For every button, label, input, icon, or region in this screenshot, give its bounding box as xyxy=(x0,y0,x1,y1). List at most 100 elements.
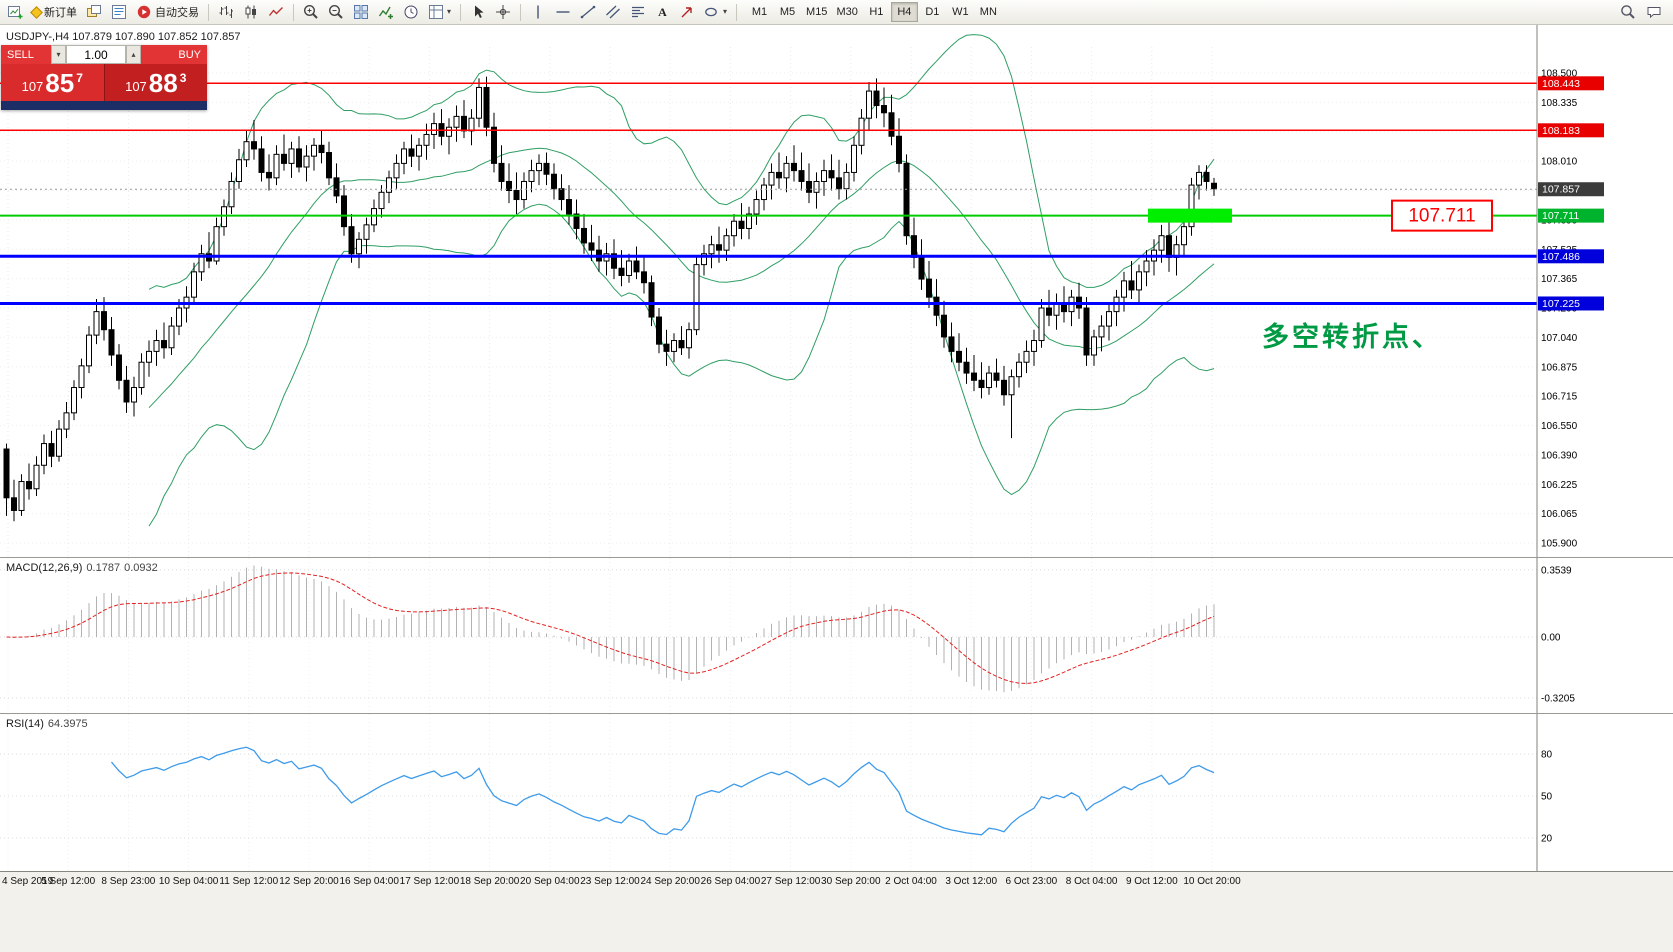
date-label: 3 Oct 12:00 xyxy=(945,876,998,887)
svg-text:106.550: 106.550 xyxy=(1541,421,1578,432)
date-label: 12 Sep 20:00 xyxy=(279,876,339,887)
svg-text:105.900: 105.900 xyxy=(1541,539,1578,550)
indicators-icon xyxy=(378,6,393,19)
svg-text:0.3539: 0.3539 xyxy=(1541,565,1572,576)
horizontal-line-tool-button[interactable] xyxy=(551,2,575,23)
templates-button[interactable]: ▾ xyxy=(424,2,455,23)
shapes-tool-button[interactable]: ▾ xyxy=(700,2,731,23)
crosshair-button[interactable] xyxy=(491,2,515,23)
text-tool-button[interactable]: A xyxy=(651,2,674,23)
trendline-tool-button[interactable] xyxy=(576,2,600,23)
autotrading-button[interactable]: 自动交易 xyxy=(132,2,203,23)
timeframe-button-m15[interactable]: M15 xyxy=(802,2,831,22)
toolbar-separator xyxy=(293,3,294,21)
svg-text:108.500: 108.500 xyxy=(1541,69,1578,80)
buy-button[interactable]: 107 88 3 xyxy=(103,64,207,101)
sell-caption: SELL xyxy=(1,45,51,64)
vertical-line-tool-button[interactable] xyxy=(526,2,550,23)
trendline-icon xyxy=(580,5,596,19)
arrow-icon xyxy=(681,7,692,18)
timeframe-button-m30[interactable]: M30 xyxy=(832,2,861,22)
sell-button[interactable]: 107 85 7 xyxy=(1,64,104,101)
macd-canvas[interactable]: 0.3539 0.00 -0.3205 xyxy=(0,558,1673,714)
svg-text:107.711: 107.711 xyxy=(1408,206,1475,227)
caret-down-icon: ▾ xyxy=(56,49,61,59)
chat-icon xyxy=(1647,7,1661,19)
bar-chart-icon xyxy=(219,6,233,18)
rsi-indicator-name: RSI(14) xyxy=(6,718,44,730)
toolbar-separator xyxy=(520,3,522,21)
panel-shadow-strip xyxy=(1,101,207,110)
arrow-tool-button[interactable] xyxy=(675,2,699,23)
timeframe-group: M1 M5 M15 M30 H1 H4 D1 W1 MN xyxy=(746,2,1002,22)
rsi-value: 64.3975 xyxy=(47,718,88,730)
horizontal-line-icon xyxy=(556,11,570,13)
caret-down-icon: ▾ xyxy=(447,7,452,16)
new-order-button[interactable]: 新订单 xyxy=(28,2,81,23)
main-chart-canvas[interactable]: 108.500108.335108.170108.010107.850107.6… xyxy=(0,25,1673,557)
profiles-button[interactable] xyxy=(82,2,106,23)
rsi-panel: RSI(14) 64.3975 80 50 20 xyxy=(0,713,1673,872)
lot-decrease-button[interactable]: ▾ xyxy=(51,45,66,64)
search-button[interactable] xyxy=(1616,2,1640,23)
date-label: 5 Sep 12:00 xyxy=(41,876,96,887)
svg-text:106.875: 106.875 xyxy=(1541,362,1578,373)
rsi-label: RSI(14) 64.3975 xyxy=(6,718,88,730)
fibonacci-icon xyxy=(632,6,645,18)
date-label: 23 Sep 12:00 xyxy=(580,876,640,887)
date-label: 30 Sep 20:00 xyxy=(821,876,881,887)
line-chart-button[interactable] xyxy=(264,2,288,23)
bar-chart-button[interactable] xyxy=(214,2,238,23)
svg-text:107.365: 107.365 xyxy=(1541,274,1578,285)
chat-button[interactable] xyxy=(1642,2,1666,23)
sell-price-pip: 7 xyxy=(76,70,83,85)
candlestick-chart-icon xyxy=(245,5,256,19)
new-chart-button[interactable] xyxy=(3,2,27,23)
zoom-in-button[interactable] xyxy=(299,2,323,23)
date-label: 8 Sep 23:00 xyxy=(101,876,156,887)
periods-button[interactable] xyxy=(399,2,423,23)
buy-price-big: 88 xyxy=(148,67,178,98)
indicators-button[interactable] xyxy=(374,2,398,23)
rsi-canvas[interactable]: 80 50 20 xyxy=(0,714,1673,872)
macd-panel: MACD(12,26,9) 0.1787 0.0932 0.3539 0.00 -0.3… xyxy=(0,557,1673,714)
channel-tool-button[interactable] xyxy=(601,2,625,23)
zoom-out-icon xyxy=(328,4,343,19)
new-order-icon xyxy=(30,5,43,19)
zoom-in-icon xyxy=(303,4,318,19)
date-axis[interactable]: 4 Sep 2019 5 Sep 12:00 8 Sep 23:00 10 Sep 0… xyxy=(0,871,1673,893)
cursor-icon xyxy=(475,5,484,18)
market-watch-button[interactable] xyxy=(107,2,131,23)
date-label: 16 Sep 04:00 xyxy=(339,876,399,887)
search-icon xyxy=(1621,5,1635,19)
svg-text:0.00: 0.00 xyxy=(1541,633,1561,644)
timeframe-button-h1[interactable]: H1 xyxy=(863,2,890,22)
sell-price-big: 85 xyxy=(45,67,75,98)
timeframe-button-w1[interactable]: W1 xyxy=(947,2,974,22)
timeframe-button-mn[interactable]: MN xyxy=(975,2,1002,22)
date-label: 10 Sep 04:00 xyxy=(158,876,219,887)
ellipse-shape-icon xyxy=(705,7,717,17)
svg-text:106.390: 106.390 xyxy=(1541,450,1578,461)
timeframe-button-m5[interactable]: M5 xyxy=(774,2,801,22)
autotrading-icon xyxy=(137,5,151,19)
svg-text:107.040: 107.040 xyxy=(1541,333,1578,344)
footer-fill xyxy=(0,893,1673,952)
timeframe-button-h4[interactable]: H4 xyxy=(890,2,918,22)
cursor-button[interactable] xyxy=(466,2,490,23)
date-label: 4 Sep 2019 xyxy=(2,876,54,887)
timeframe-button-d1[interactable]: D1 xyxy=(919,2,946,22)
fibonacci-tool-button[interactable] xyxy=(626,2,650,23)
new-chart-icon xyxy=(8,6,23,19)
svg-text:107.857: 107.857 xyxy=(1542,184,1580,196)
lot-size-input[interactable] xyxy=(66,45,126,64)
lot-increase-button[interactable]: ▴ xyxy=(126,45,141,64)
timeframe-button-m1[interactable]: M1 xyxy=(746,2,773,22)
zoom-out-button[interactable] xyxy=(324,2,348,23)
toolbar-separator xyxy=(460,3,462,21)
date-label: 24 Sep 20:00 xyxy=(640,876,700,887)
candlestick-chart-button[interactable] xyxy=(239,2,263,23)
tile-windows-button[interactable] xyxy=(349,2,373,23)
svg-text:-0.3205: -0.3205 xyxy=(1541,693,1575,704)
